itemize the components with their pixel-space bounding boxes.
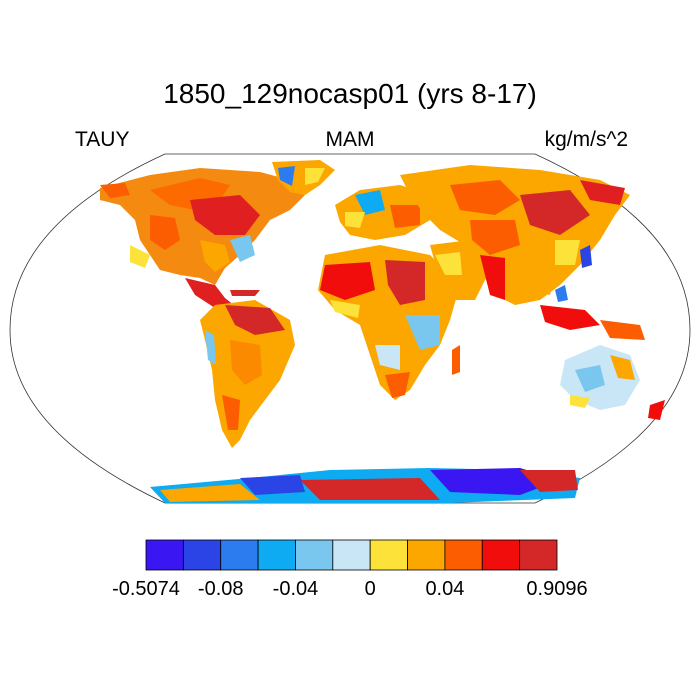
units-label: kg/m/s^2 bbox=[544, 128, 628, 151]
colorbar-tick-label: -0.04 bbox=[273, 578, 319, 600]
colorbar-box-6 bbox=[369, 539, 408, 571]
madagascar bbox=[452, 345, 460, 375]
colorbar-tick-label: 0 bbox=[365, 578, 376, 600]
colorbar-box-7 bbox=[407, 539, 446, 571]
colorbar-tick-label: -0.08 bbox=[198, 578, 244, 600]
colorbar-box-10 bbox=[519, 539, 558, 571]
north-america bbox=[100, 168, 305, 285]
southeast-asia bbox=[540, 285, 645, 340]
australia bbox=[560, 345, 640, 410]
africa bbox=[318, 245, 460, 400]
new-zealand bbox=[648, 400, 665, 420]
plot-title: 1850_129nocasp01 (yrs 8-17) bbox=[163, 78, 537, 109]
colorbar-box-9 bbox=[481, 539, 521, 571]
south-america bbox=[200, 300, 295, 448]
variable-label: TAUY bbox=[75, 128, 130, 151]
colorbar-box-5 bbox=[332, 539, 371, 571]
colorbar-tick-label: -0.5074 bbox=[112, 578, 180, 600]
colorbar-box-3 bbox=[257, 539, 296, 571]
colorbar-tick-label: 0.04 bbox=[425, 578, 464, 600]
japan bbox=[580, 245, 592, 268]
colorbar-box-8 bbox=[444, 539, 483, 571]
colorbar-box-2 bbox=[220, 539, 259, 571]
colorbar-box-0 bbox=[145, 539, 184, 571]
colorbar-box-4 bbox=[295, 539, 334, 571]
greenland bbox=[272, 160, 335, 195]
colorbar-box-1 bbox=[182, 539, 222, 571]
season-label: MAM bbox=[325, 128, 375, 151]
europe bbox=[335, 185, 430, 240]
colorbar-tick-label: 0.9096 bbox=[526, 578, 587, 600]
antarctica bbox=[150, 468, 580, 503]
asia bbox=[400, 165, 630, 305]
